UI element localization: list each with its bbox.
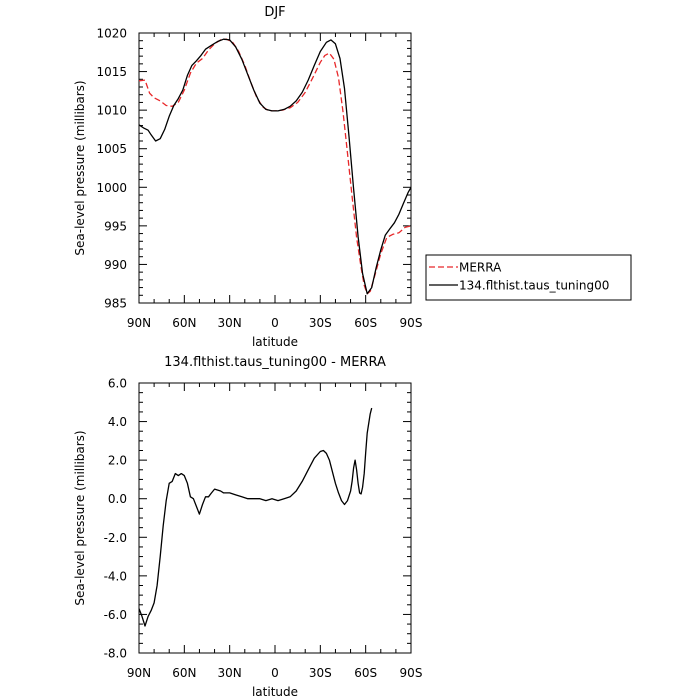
series-line-difference <box>138 407 373 627</box>
legend-label-model: 134.flthist.taus_tuning00 <box>459 279 609 293</box>
x-tick-label: 60S <box>354 316 377 330</box>
x-tick-label: 60N <box>172 316 196 330</box>
y-tick-label: 1000 <box>96 181 127 195</box>
bottom-chart: 134.flthist.taus_tuning00 - MERRA 90N 60N… <box>73 355 422 699</box>
bottom-chart-title: 134.flthist.taus_tuning00 - MERRA <box>164 355 386 370</box>
y-tick-label: 6.0 <box>108 377 127 391</box>
y-tick-label: -2.0 <box>104 531 127 545</box>
y-tick-label: 985 <box>104 297 127 311</box>
bottom-chart-series <box>138 407 373 627</box>
x-tick-label: 0 <box>271 666 279 680</box>
y-tick-label: 990 <box>104 258 127 272</box>
x-tick-label: 90N <box>127 666 151 680</box>
legend: MERRA 134.flthist.taus_tuning00 <box>425 254 632 301</box>
legend-box <box>425 254 632 301</box>
x-tick-label: 60N <box>172 666 196 680</box>
top-chart-x-axis-label: latitude <box>252 335 298 349</box>
y-tick-label: 1010 <box>96 104 127 118</box>
top-chart-y-axis-label: Sea-level pressure (millibars) <box>73 80 87 255</box>
top-chart: DJF 90N 60N 30N 0 30S 60S 90S 985 990 995 1000 1005… <box>73 5 422 349</box>
legend-label-merra: MERRA <box>459 261 502 275</box>
y-tick-label: 4.0 <box>108 415 127 429</box>
bottom-chart-x-axis-label: latitude <box>252 685 298 699</box>
y-tick-label: 1005 <box>96 142 127 156</box>
y-tick-label: -6.0 <box>104 608 127 622</box>
x-tick-label: 30N <box>218 316 242 330</box>
y-tick-label: 1015 <box>96 65 127 79</box>
y-tick-label: 2.0 <box>108 454 127 468</box>
x-tick-label: 0 <box>271 316 279 330</box>
y-tick-label: -4.0 <box>104 569 127 583</box>
x-tick-label: 60S <box>354 666 377 680</box>
bottom-chart-y-axis-label: Sea-level pressure (millibars) <box>73 430 87 605</box>
top-chart-plot-frame <box>138 32 412 304</box>
bottom-chart-ticks: 90N 60N 30N 0 30S 60S 90S -8.0 -6.0 -4.0 -2.0 0.0 2.… <box>104 377 423 681</box>
x-tick-label: 90S <box>400 316 423 330</box>
y-tick-label: 995 <box>104 219 127 233</box>
x-tick-label: 30N <box>218 666 242 680</box>
x-tick-label: 90N <box>127 316 151 330</box>
x-tick-label: 90S <box>400 666 423 680</box>
y-tick-label: 0.0 <box>108 492 127 506</box>
top-chart-title: DJF <box>264 5 285 20</box>
x-tick-label: 30S <box>309 316 332 330</box>
y-tick-label: 1020 <box>96 27 127 41</box>
top-chart-ticks: 90N 60N 30N 0 30S 60S 90S 985 990 995 1000 1005 1010… <box>96 27 422 331</box>
series-line-merra <box>138 38 412 295</box>
series-line-134-flthist-taus-tuning00 <box>138 38 412 295</box>
top-chart-series <box>138 38 412 295</box>
x-tick-label: 30S <box>309 666 332 680</box>
y-tick-label: -8.0 <box>104 647 127 661</box>
bottom-chart-plot-frame <box>138 382 412 654</box>
